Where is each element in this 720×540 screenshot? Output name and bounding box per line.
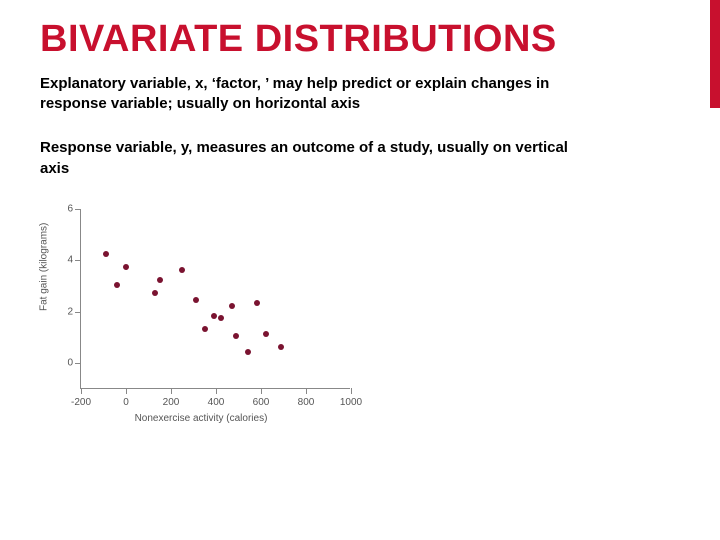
x-tick-label: 800	[298, 397, 315, 408]
data-point	[254, 300, 260, 306]
data-point	[211, 313, 217, 319]
data-point	[263, 331, 269, 337]
x-tick-label: 0	[123, 397, 129, 408]
scatter-chart: Fat gain (kilograms) 0246-20002004006008…	[36, 203, 366, 423]
x-axis-label: Nonexercise activity (calories)	[135, 413, 268, 424]
y-tick-label: 4	[59, 255, 73, 266]
accent-bar	[710, 0, 720, 108]
x-tick-label: 600	[253, 397, 270, 408]
y-tick	[75, 260, 81, 261]
slide-title: BIVARIATE DISTRIBUTIONS	[40, 20, 680, 60]
data-point	[202, 326, 208, 332]
x-tick	[351, 388, 352, 394]
x-tick	[216, 388, 217, 394]
y-tick	[75, 363, 81, 364]
data-point	[179, 267, 185, 273]
y-tick-label: 0	[59, 358, 73, 369]
data-point	[278, 344, 284, 350]
data-point	[233, 333, 239, 339]
data-point	[157, 277, 163, 283]
x-tick	[81, 388, 82, 394]
x-tick-label: 1000	[340, 397, 362, 408]
x-tick-label: 200	[163, 397, 180, 408]
data-point	[123, 264, 129, 270]
data-point	[229, 303, 235, 309]
data-point	[152, 290, 158, 296]
y-axis-label: Fat gain (kilograms)	[39, 223, 50, 311]
x-tick-label: -200	[71, 397, 91, 408]
data-point	[218, 315, 224, 321]
data-point	[103, 251, 109, 257]
paragraph-explanatory: Explanatory variable, x, ‘factor, ’ may …	[40, 74, 600, 115]
x-tick	[171, 388, 172, 394]
data-point	[193, 297, 199, 303]
paragraph-response: Response variable, y, measures an outcom…	[40, 138, 600, 179]
x-tick	[261, 388, 262, 394]
y-tick-label: 2	[59, 306, 73, 317]
x-tick	[306, 388, 307, 394]
plot-area: 0246-20002004006008001000	[80, 209, 350, 389]
x-tick	[126, 388, 127, 394]
x-tick-label: 400	[208, 397, 225, 408]
y-tick	[75, 209, 81, 210]
y-tick	[75, 312, 81, 313]
data-point	[114, 282, 120, 288]
slide-content: BIVARIATE DISTRIBUTIONS Explanatory vari…	[0, 0, 720, 443]
y-tick-label: 6	[59, 203, 73, 214]
data-point	[245, 349, 251, 355]
